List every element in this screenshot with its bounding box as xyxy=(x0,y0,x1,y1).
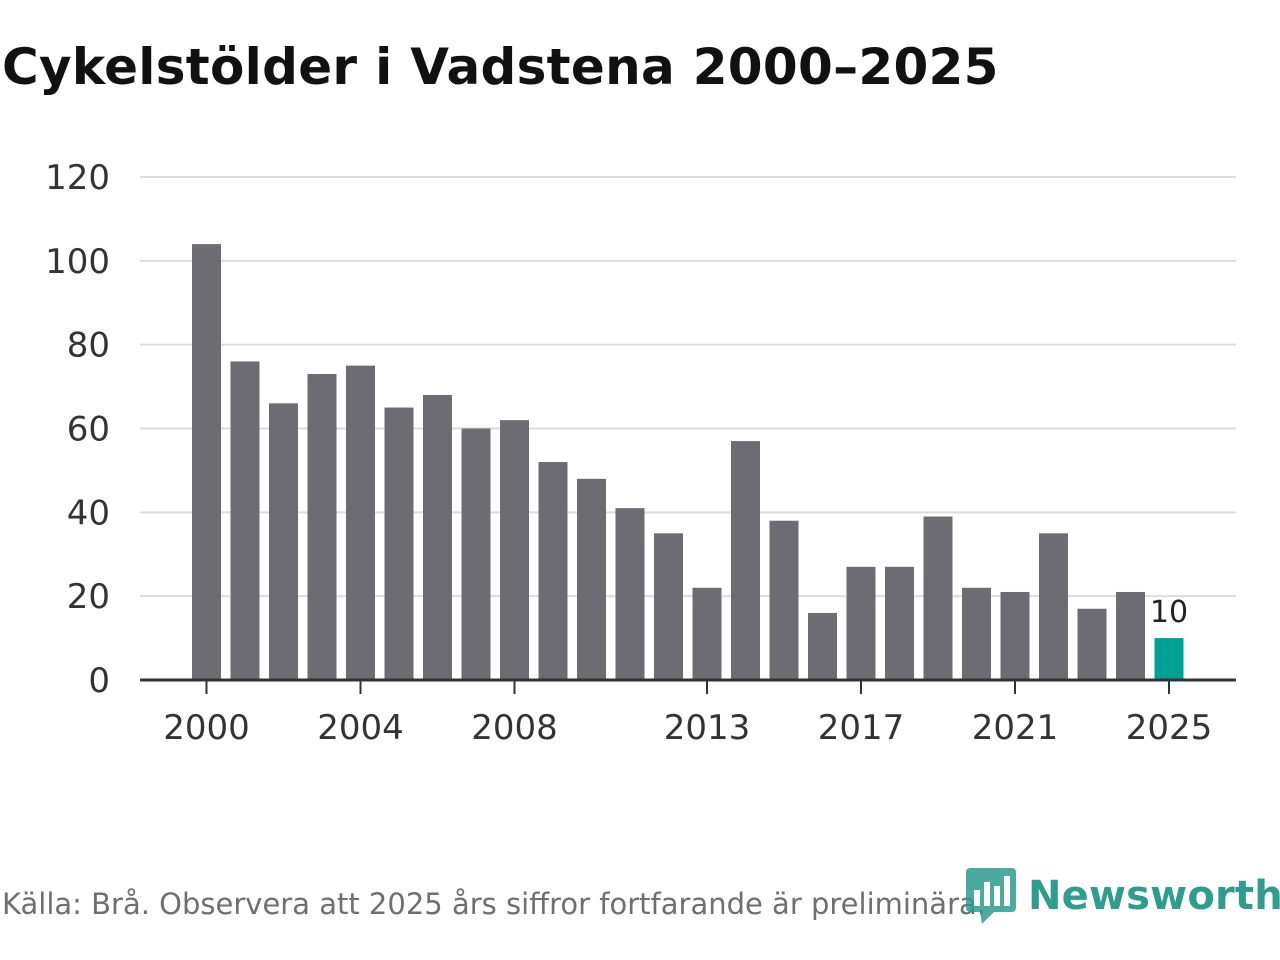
bar-2024 xyxy=(1116,591,1145,680)
y-axis-ticks: 0 20 40 60 80 100 120 xyxy=(45,158,110,701)
gridlines xyxy=(140,176,1236,598)
bar-2001 xyxy=(230,361,260,680)
x-tick-label: 2017 xyxy=(818,708,905,748)
bar-2019 xyxy=(923,516,953,680)
data-labels: 10 xyxy=(1150,595,1188,630)
bar-2007 xyxy=(461,428,491,680)
bar-2020 xyxy=(962,587,991,680)
x-tick-label: 2013 xyxy=(664,708,751,748)
y-tick-label: 120 xyxy=(45,158,110,198)
bar-2025 xyxy=(1154,638,1184,680)
brand-logo[interactable]: Newsworthy xyxy=(964,864,1280,928)
x-tick-label: 2025 xyxy=(1126,708,1213,748)
bar-2011 xyxy=(615,508,645,680)
bar-2023 xyxy=(1077,608,1107,680)
bar-2005 xyxy=(384,407,414,680)
bar-2015 xyxy=(769,520,799,680)
bar-2008 xyxy=(500,420,529,680)
bar-2009 xyxy=(538,462,568,680)
bar-2006 xyxy=(423,394,452,680)
y-tick-label: 0 xyxy=(88,661,110,701)
source-note: Källa: Brå. Observera att 2025 års siffr… xyxy=(2,887,986,921)
bar-2014 xyxy=(731,441,760,680)
x-tick-label: 2021 xyxy=(972,708,1059,748)
bar-2004 xyxy=(346,365,375,680)
y-tick-label: 60 xyxy=(67,410,110,450)
bar-2017 xyxy=(846,566,876,680)
x-axis: 2000 2004 2008 2013 2017 2021 2025 xyxy=(140,678,1236,748)
bar-2016 xyxy=(808,612,837,680)
brand-name: Newsworthy xyxy=(1028,873,1280,919)
newsworthy-logo-icon xyxy=(966,868,1016,924)
bar-2018 xyxy=(885,566,914,680)
bar-2022 xyxy=(1039,533,1068,680)
x-tick-label: 2000 xyxy=(163,708,250,748)
bar-2003 xyxy=(307,374,337,680)
y-tick-label: 20 xyxy=(67,577,110,617)
bars xyxy=(192,244,1184,681)
x-tick-label: 2004 xyxy=(317,708,404,748)
y-tick-label: 40 xyxy=(67,493,110,533)
bar-2002 xyxy=(269,403,298,680)
bar-chart: 0 20 40 60 80 100 120 2000 2004 2008 2013 2017 2021… xyxy=(45,158,1236,748)
bar-2013 xyxy=(692,587,722,680)
bar-2012 xyxy=(654,533,683,680)
bar-2021 xyxy=(1000,591,1030,680)
chart-title: Cykelstölder i Vadstena 2000–2025 xyxy=(2,38,999,96)
y-tick-label: 80 xyxy=(67,326,110,366)
bar-2010 xyxy=(577,478,606,680)
x-tick-label: 2008 xyxy=(471,708,558,748)
data-label-2025: 10 xyxy=(1150,595,1188,630)
bar-2000 xyxy=(192,244,221,681)
y-tick-label: 100 xyxy=(45,242,110,282)
